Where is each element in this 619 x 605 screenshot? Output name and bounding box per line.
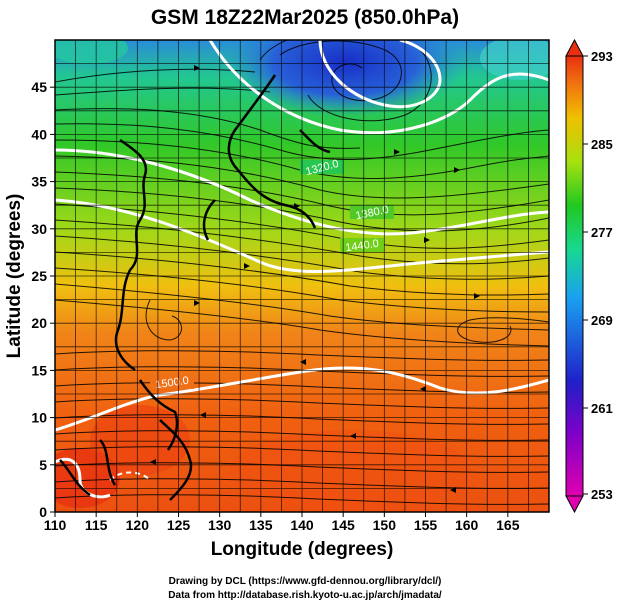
cold-patch-northwest [55, 40, 128, 64]
y-tick-label: 45 [31, 79, 47, 95]
credit-line-2: Data from http://database.rish.kyoto-u.a… [168, 590, 442, 601]
contour-labels: 1500.0 1440.0 1380.0 1320.0 [150, 158, 394, 391]
y-tick-label: 15 [31, 362, 47, 378]
y-tick-label: 25 [31, 268, 47, 284]
map-title: GSM 18Z22Mar2025 (850.0hPa) [151, 6, 459, 29]
y-axis-title: Latitude (degrees) [4, 194, 25, 359]
grid-lines [55, 40, 549, 512]
x-tick-label: 155 [414, 517, 438, 533]
x-tick-label: 160 [455, 517, 479, 533]
colorbar-tick-label: 293 [591, 49, 613, 64]
x-tick-label: 130 [208, 517, 232, 533]
x-tick-label: 115 [85, 517, 108, 533]
x-axis: 110 115 120 125 130 135 140 145 150 155 160 165 [44, 512, 520, 533]
x-tick-label: 120 [126, 517, 150, 533]
y-tick-label: 40 [31, 126, 47, 142]
colorbar-bottom-arrow [565, 495, 584, 514]
y-tick-label: 30 [31, 221, 47, 237]
colorbar-tick-label: 269 [591, 313, 613, 328]
colorbar: 253 261 269 277 285 293 [565, 38, 613, 514]
colorbar-tick-label: 277 [591, 225, 613, 240]
y-tick-label: 5 [39, 457, 47, 473]
x-tick-label: 165 [496, 517, 520, 533]
contour-label-1440: 1440.0 [345, 238, 380, 255]
x-tick-label: 150 [373, 517, 397, 533]
x-axis-title: Longitude (degrees) [211, 539, 394, 560]
x-tick-label: 110 [44, 517, 67, 533]
colorbar-gradient [565, 55, 584, 497]
cold-patch-northeast [480, 40, 549, 80]
warm-patch-south-china-sea [90, 405, 190, 475]
colorbar-tick-label: 261 [591, 401, 613, 416]
warm-patch-central [230, 430, 470, 510]
wind-arrowheads [150, 65, 480, 493]
y-tick-label: 20 [31, 315, 47, 331]
y-tick-label: 10 [31, 410, 47, 426]
plot-area: 1500.0 1440.0 1380.0 1320.0 [55, 40, 549, 512]
y-axis: 0 5 10 15 20 25 30 35 40 45 [31, 79, 55, 520]
y-tick-label: 0 [39, 504, 47, 520]
x-tick-label: 125 [167, 517, 191, 533]
y-tick-label: 35 [31, 174, 47, 190]
x-tick-label: 145 [331, 517, 355, 533]
x-tick-label: 140 [290, 517, 314, 533]
colorbar-tick-label: 253 [591, 487, 613, 502]
colorbar-ticks: 253 261 269 277 285 293 [583, 49, 613, 502]
colorbar-tick-label: 285 [591, 137, 613, 152]
x-tick-label: 135 [249, 517, 273, 533]
colorbar-top-arrow [565, 38, 584, 57]
contour-label-1500: 1500.0 [155, 375, 190, 392]
credit-line-1: Drawing by DCL (https://www.gfd-dennou.o… [169, 576, 442, 587]
